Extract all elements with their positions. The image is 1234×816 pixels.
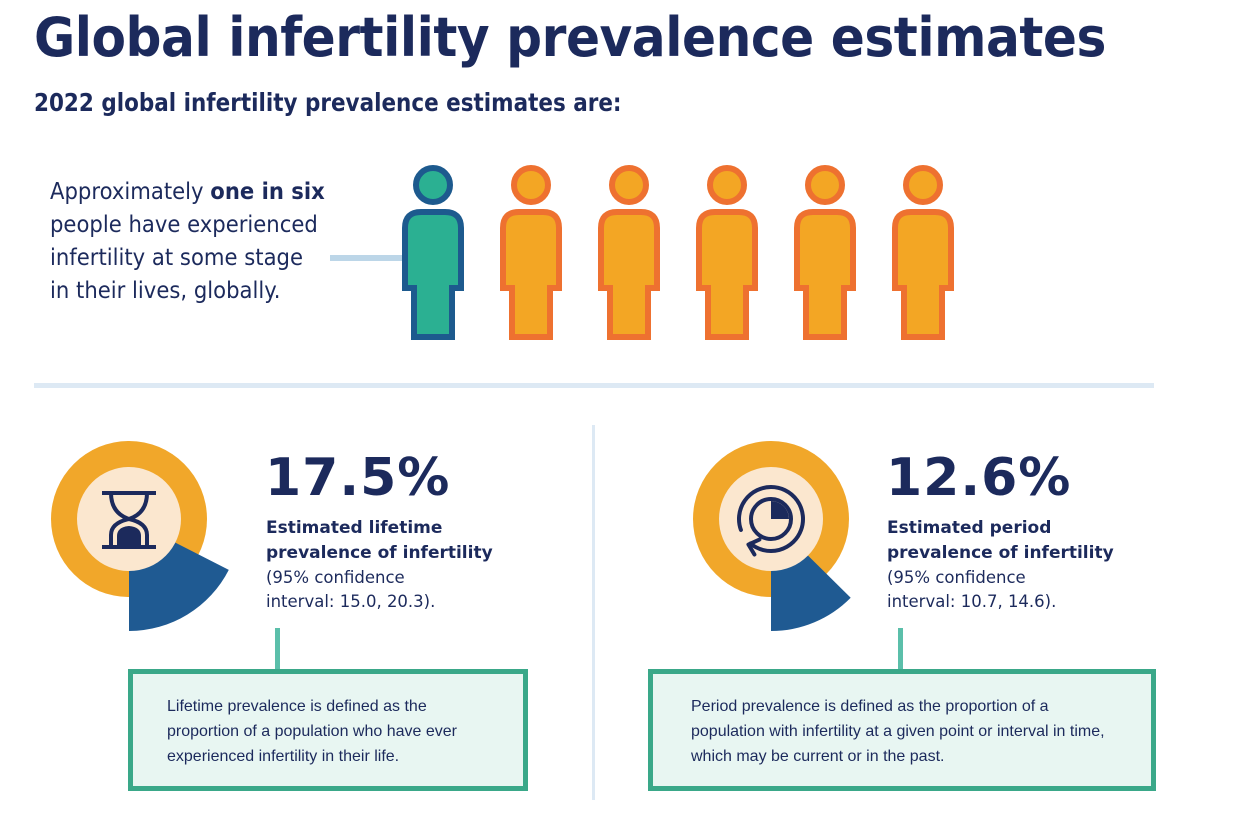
person-head [707, 165, 747, 205]
intro-prefix: Approximately [50, 179, 211, 205]
person-icon [892, 165, 954, 340]
person-icon-highlighted [402, 165, 464, 340]
person-body [892, 209, 954, 340]
period-definition-box: Period prevalence is defined as the prop… [648, 669, 1156, 791]
period-prevalence-donut [693, 441, 851, 631]
lifetime-definition-text: Lifetime prevalence is defined as the pr… [167, 698, 457, 765]
person-head [903, 165, 943, 205]
page-title: Global infertility prevalence estimates [34, 6, 1106, 69]
clock-quarter [771, 501, 789, 519]
hourglass-lower [109, 516, 149, 547]
lifetime-prevalence-value: 17.5% [265, 448, 451, 508]
lifetime-connector [275, 628, 280, 672]
lifetime-prevalence-donut [51, 441, 229, 631]
lifetime-definition-box: Lifetime prevalence is defined as the pr… [128, 669, 528, 791]
period-prevalence-label: Estimated period prevalence of infertili… [887, 518, 1114, 563]
person-body [794, 209, 856, 340]
period-prevalence-ci: (95% confidence interval: 10.7, 14.6). [887, 568, 1057, 611]
person-icon [500, 165, 562, 340]
people-pictogram [402, 165, 954, 340]
cycle-arrow-head [746, 537, 762, 557]
hourglass-sand [117, 526, 141, 545]
person-head [511, 165, 551, 205]
person-icon [696, 165, 758, 340]
intro-connector-line [330, 255, 406, 261]
section-divider [34, 383, 1154, 388]
column-divider [592, 425, 595, 800]
person-head [609, 165, 649, 205]
lifetime-prevalence-label: Estimated lifetime prevalence of inferti… [266, 518, 493, 563]
period-connector [898, 628, 903, 672]
period-prevalence-value: 12.6% [886, 448, 1072, 508]
clock-cycle-icon [737, 485, 805, 557]
period-definition-text: Period prevalence is defined as the prop… [691, 698, 1105, 765]
person-head [413, 165, 453, 205]
person-body [402, 209, 464, 340]
page-subtitle: 2022 global infertility prevalence estim… [34, 88, 622, 117]
person-body [598, 209, 660, 340]
person-head [805, 165, 845, 205]
hourglass-icon [102, 491, 156, 549]
person-icon [598, 165, 660, 340]
person-body [696, 209, 758, 340]
lifetime-prevalence-ci: (95% confidence interval: 15.0, 20.3). [266, 568, 436, 611]
cycle-arrow-arc [737, 485, 805, 553]
intro-statement: Approximately one in six people have exp… [50, 176, 326, 308]
intro-bold-ratio: one in six [210, 179, 325, 205]
intro-suffix: people have experienced infertility at s… [50, 212, 318, 304]
clock-face [749, 497, 793, 541]
person-icon [794, 165, 856, 340]
person-body [500, 209, 562, 340]
